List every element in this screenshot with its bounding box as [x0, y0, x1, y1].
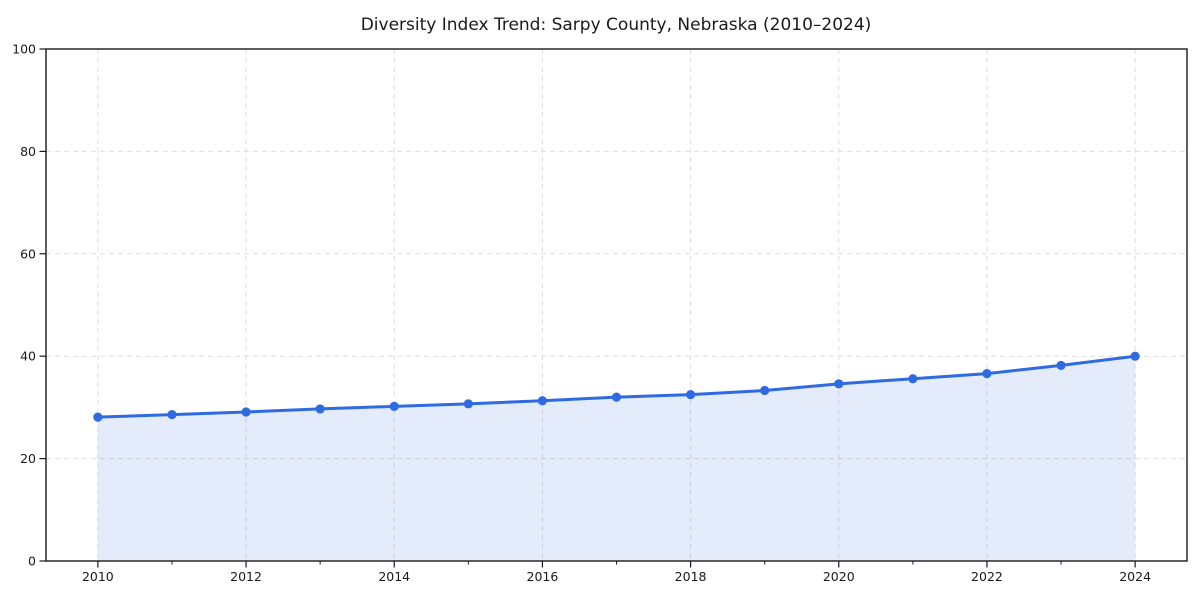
x-tick-label: 2016 [527, 569, 559, 584]
data-point-marker [834, 379, 844, 389]
data-point-marker [537, 396, 548, 406]
y-tick-label: 0 [28, 554, 36, 569]
data-point-marker [1056, 360, 1066, 371]
chart-title: Diversity Index Trend: Sarpy County, Neb… [361, 15, 872, 35]
y-tick-label: 100 [12, 42, 36, 57]
data-point-marker [315, 404, 325, 414]
y-tick-label: 80 [20, 144, 36, 159]
data-point-marker [93, 412, 103, 422]
x-tick-label: 2018 [675, 569, 707, 584]
data-point-marker [167, 409, 177, 420]
x-tick-label: 2014 [378, 569, 410, 584]
data-point-marker [908, 374, 918, 384]
x-tick-label: 2020 [823, 569, 855, 584]
area-fill [97, 356, 1136, 561]
y-tick-label: 20 [20, 451, 36, 466]
plot-area: 0 20 40 60 80 100 2010 2012 2014 2016 2018 2020 2022… [12, 42, 1188, 584]
data-point-marker [982, 369, 992, 379]
data-point-marker [760, 385, 770, 396]
x-tick-label: 2010 [82, 569, 114, 584]
y-tick-label: 60 [20, 246, 36, 261]
data-point-marker [1130, 351, 1140, 361]
data-point-marker [611, 392, 622, 402]
data-point-marker [241, 407, 251, 417]
x-tick-label: 2022 [971, 569, 1003, 584]
data-point-marker [685, 390, 696, 400]
x-tick-label: 2024 [1119, 569, 1151, 584]
data-point-marker [463, 399, 473, 409]
x-tick-label: 2012 [230, 569, 262, 584]
data-point-marker [389, 401, 399, 411]
y-tick-label: 40 [20, 349, 36, 364]
